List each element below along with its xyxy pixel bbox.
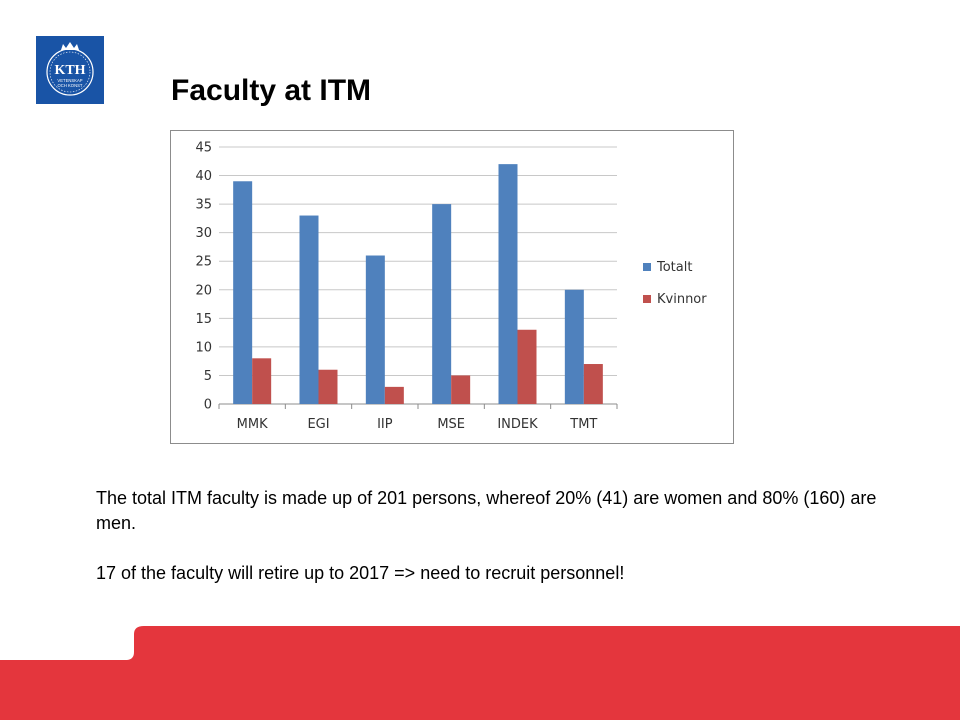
- logo-text-main: KTH: [54, 63, 85, 78]
- kth-logo-icon: KTH VETENSKAP OCH KONST: [36, 36, 104, 104]
- bar-kvinnor-mse: [451, 375, 471, 404]
- x-tick-label: TMT: [569, 417, 597, 432]
- y-tick-label: 30: [195, 226, 212, 241]
- bar-kvinnor-indek: [517, 329, 537, 404]
- footer-band: [0, 626, 960, 720]
- x-tick-label: MMK: [237, 417, 268, 432]
- bar-totalt-mse: [432, 204, 452, 404]
- legend-label-totalt: Totalt: [656, 260, 692, 275]
- body-text: The total ITM faculty is made up of 201 …: [96, 486, 896, 586]
- x-tick-label: IIP: [377, 417, 393, 432]
- y-tick-label: 25: [195, 255, 212, 270]
- bar-totalt-indek: [498, 164, 518, 404]
- y-tick-label: 35: [195, 198, 212, 213]
- kth-logo: KTH VETENSKAP OCH KONST: [36, 36, 104, 104]
- legend-swatch-kvinnor: [643, 295, 651, 303]
- y-tick-label: 5: [204, 369, 212, 384]
- y-tick-label: 0: [204, 398, 212, 413]
- bar-kvinnor-iip: [384, 386, 404, 404]
- paragraph-faculty-summary: The total ITM faculty is made up of 201 …: [96, 488, 877, 533]
- bar-kvinnor-egi: [318, 369, 338, 404]
- bar-kvinnor-tmt: [583, 364, 603, 404]
- x-tick-label: EGI: [307, 417, 329, 432]
- paragraph-retirement: 17 of the faculty will retire up to 2017…: [96, 563, 625, 583]
- slide-title: Faculty at ITM: [171, 74, 372, 107]
- logo-text-sub2: OCH KONST: [58, 83, 83, 88]
- bar-totalt-tmt: [564, 289, 584, 404]
- chart: 0 5 10 15 20 25 30 35 40 45 MMK EGI IIP MSE INDEK TMT To…: [170, 130, 734, 444]
- bar-chart-svg: 0 5 10 15 20 25 30 35 40 45 MMK EGI IIP MSE INDEK TMT To…: [195, 141, 707, 433]
- y-tick-label: 20: [195, 283, 212, 298]
- x-tick-label: INDEK: [497, 417, 538, 432]
- y-tick-label: 15: [195, 312, 212, 327]
- x-tick-label: MSE: [437, 417, 465, 432]
- y-tick-label: 40: [195, 169, 212, 184]
- bar-kvinnor-mmk: [252, 358, 272, 404]
- legend-label-kvinnor: Kvinnor: [657, 292, 707, 307]
- logo-text-sub1: VETENSKAP: [57, 78, 82, 83]
- bar-totalt-mmk: [233, 181, 253, 404]
- y-tick-label: 10: [195, 340, 212, 355]
- y-tick-label: 45: [195, 141, 212, 156]
- bar-totalt-egi: [299, 215, 319, 404]
- bar-totalt-iip: [365, 255, 385, 404]
- footer-band-shape: [0, 626, 960, 720]
- legend-swatch-totalt: [643, 263, 651, 271]
